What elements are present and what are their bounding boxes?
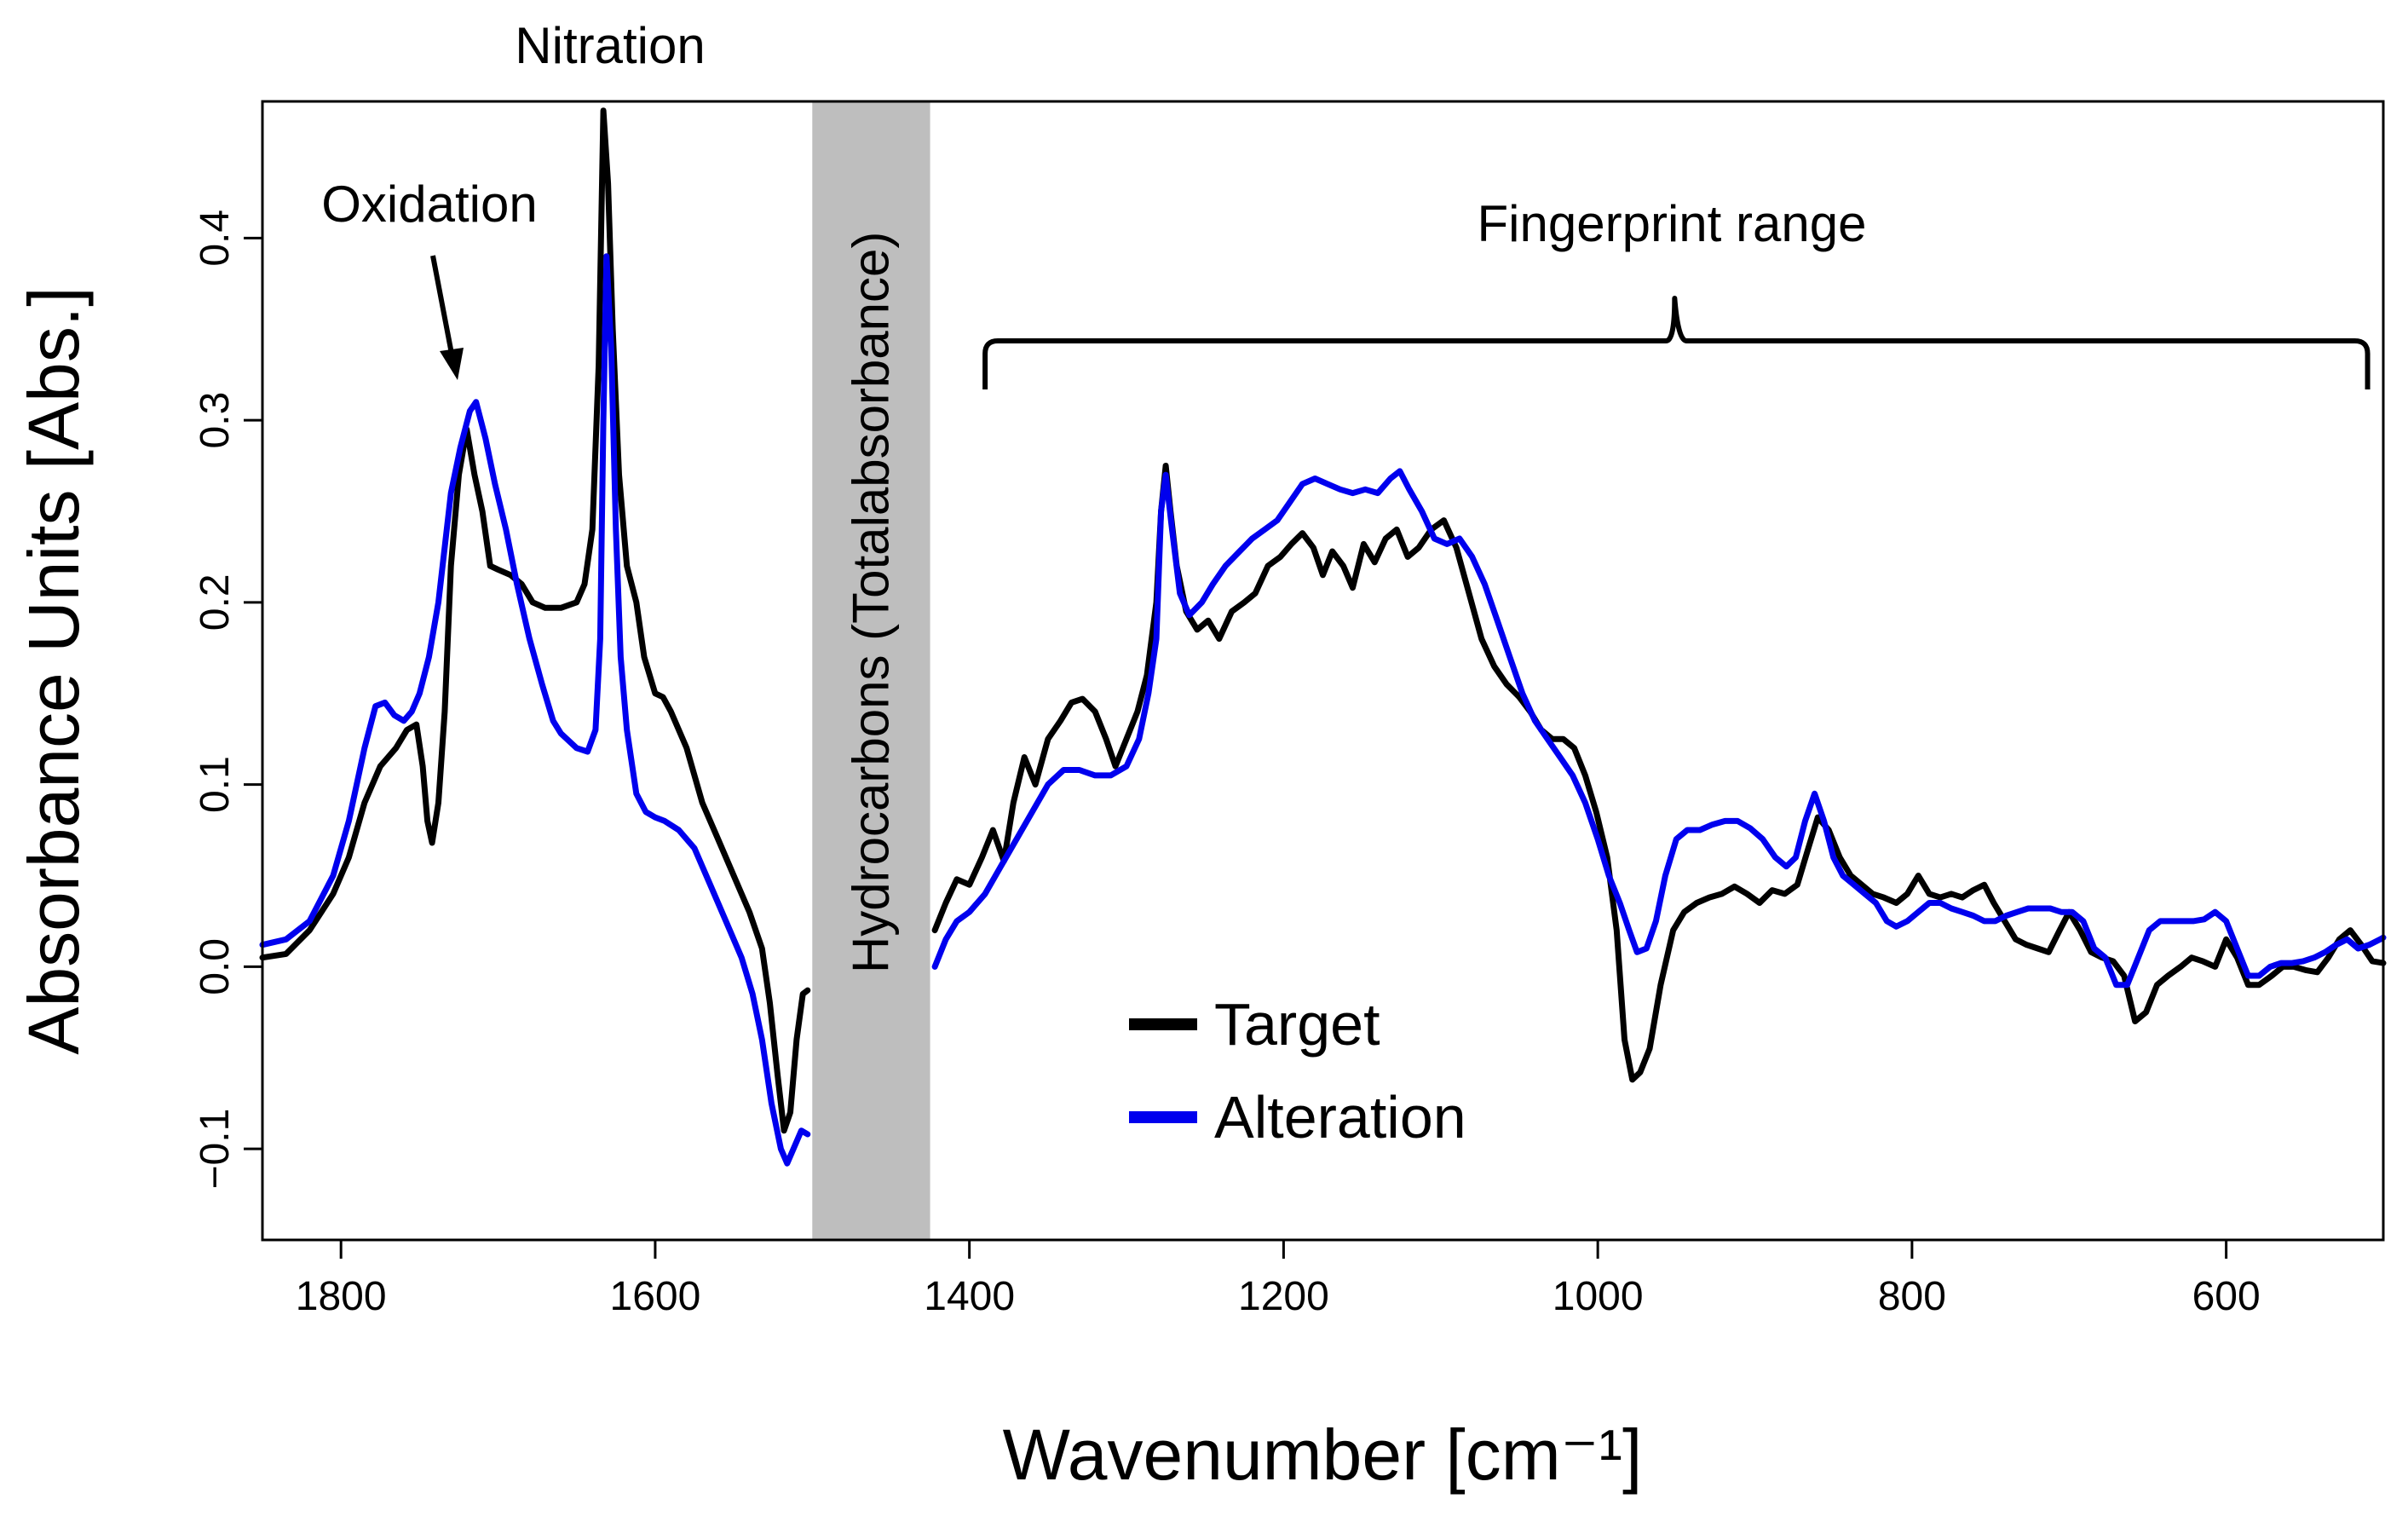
y-tick-label-1: 0.0: [193, 938, 238, 995]
hydrocarbons-band: [812, 101, 930, 1240]
legend-label-alteration: Alteration: [1214, 1084, 1466, 1150]
x-tick-label-800: 800: [1878, 1274, 1946, 1319]
series-line-alteration-3: [931, 468, 2387, 989]
y-tick-label-2: 0.1: [193, 756, 238, 813]
oxidation-annotation: Oxidation: [321, 176, 537, 233]
oxidation-arrow-shaft: [430, 255, 454, 355]
oxidation-arrow-head: [440, 348, 464, 380]
x-tick-label-1400: 1400: [924, 1274, 1015, 1319]
legend-label-target: Target: [1214, 991, 1380, 1058]
series-line-target-0: [259, 107, 811, 1134]
y-axis-title: Absorbance Units [Abs.]: [14, 286, 94, 1054]
fingerprint-annotation: Fingerprint range: [1478, 195, 1867, 252]
x-tick-label-1200: 1200: [1238, 1274, 1329, 1319]
x-axis-title: Wavenumber [cm⁻¹]: [1003, 1415, 1643, 1495]
fingerprint-brace: [982, 296, 2371, 389]
x-tick-label-600: 600: [2192, 1274, 2261, 1319]
x-tick-label-1000: 1000: [1553, 1274, 1644, 1319]
y-tick-label-4: 0.3: [193, 392, 238, 449]
y-tick-label-3: 0.2: [193, 574, 238, 631]
series-line-target-1: [931, 463, 2387, 1083]
y-axis: −0.1 0.0 0.1 0.2 0.3 0.4: [193, 210, 262, 1190]
series-layer: [259, 107, 2387, 1167]
y-tick-label-5: 0.4: [193, 210, 238, 267]
x-axis: 1800 1600 1400 1200 1000 800 600: [296, 1240, 2261, 1319]
plot-frame: [261, 100, 2385, 1242]
x-tick-label-1600: 1600: [610, 1274, 701, 1319]
hydrocarbons-band-label: Hydrocarbons (Totalabsorbance): [842, 232, 899, 973]
series-line-alteration-2: [259, 253, 811, 1167]
x-tick-label-1800: 1800: [296, 1274, 387, 1319]
nitration-annotation: Nitration: [515, 17, 705, 74]
excluded-band-layer: [812, 101, 930, 1240]
legend: Target Alteration: [1129, 991, 1466, 1150]
y-tick-label-0: −0.1: [193, 1109, 238, 1190]
